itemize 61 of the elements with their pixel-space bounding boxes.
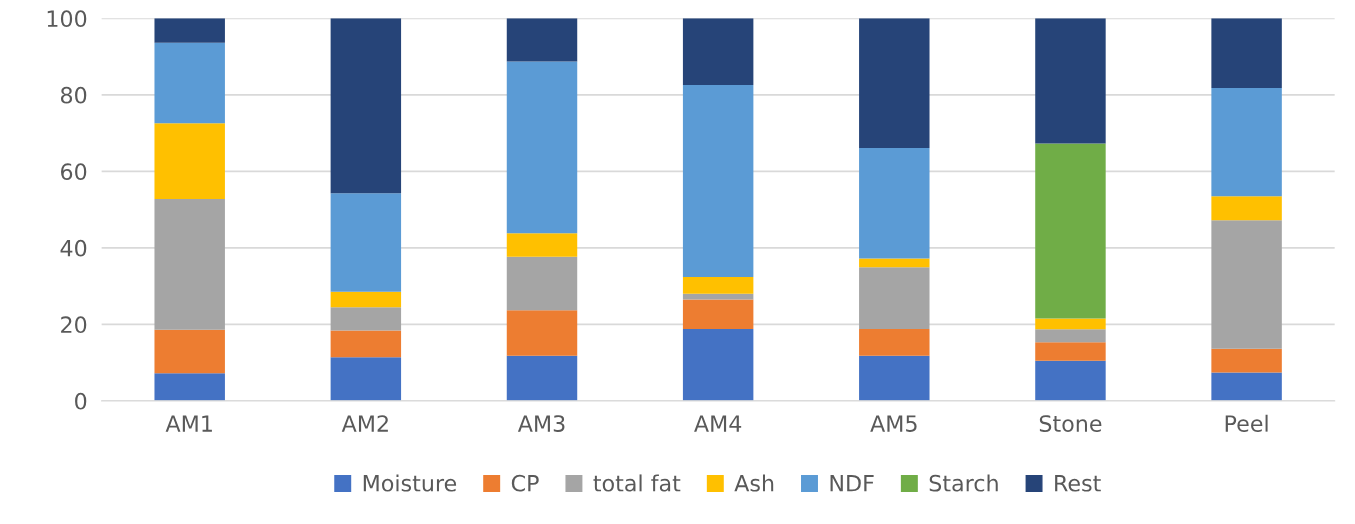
bar (1035, 318, 1106, 330)
x-tick-label: AM4 (694, 415, 742, 432)
bar (506, 256, 578, 311)
bar (506, 61, 578, 234)
bar (1211, 196, 1282, 221)
bar (154, 329, 225, 374)
bar (330, 357, 402, 401)
bar (1035, 329, 1106, 343)
y-tick-label: 100 (47, 10, 87, 28)
legend-label: NDF (830, 475, 874, 492)
legend-label: CP (511, 474, 539, 492)
bar (1211, 87, 1282, 197)
legend-label: Moisture (363, 474, 457, 492)
bar (859, 267, 930, 329)
legend-label: Rest (1055, 475, 1101, 492)
bar (682, 276, 754, 294)
bar (1035, 360, 1106, 401)
bar (682, 18, 754, 85)
bar (682, 328, 754, 401)
bar (330, 307, 402, 331)
bar (1035, 18, 1106, 144)
legend-label: Starch (929, 474, 998, 492)
bar (1211, 18, 1282, 88)
bar (859, 18, 930, 149)
x-tick-label: AM1 (165, 415, 212, 432)
bar (154, 123, 225, 199)
bar (330, 193, 402, 292)
bar (506, 18, 578, 62)
x-tick-label: Peel (1225, 414, 1268, 432)
y-tick-label: 80 (60, 86, 87, 104)
bar (682, 299, 754, 329)
bar (330, 291, 402, 308)
y-tick-label: 20 (61, 316, 87, 334)
bar (154, 42, 225, 124)
bar (330, 330, 402, 358)
bar (859, 258, 930, 268)
bar (506, 310, 578, 356)
x-tick-label: Stone (1039, 415, 1102, 432)
bar (154, 373, 225, 401)
x-tick-label: AM3 (517, 415, 565, 432)
bar (330, 18, 402, 194)
bar (1035, 342, 1106, 361)
bar (154, 198, 225, 330)
bar (506, 233, 578, 257)
bar (506, 355, 578, 401)
x-tick-label: AM2 (341, 415, 388, 432)
bar (1035, 143, 1106, 319)
x-tick-label: AM5 (870, 415, 917, 432)
bar (859, 328, 930, 356)
y-tick-label: 60 (61, 163, 87, 181)
bar (859, 355, 930, 401)
bar (682, 84, 754, 277)
bar (1211, 372, 1282, 401)
bar (859, 148, 930, 259)
y-tick-label: 40 (60, 239, 87, 257)
y-tick-label: 0 (75, 392, 87, 410)
bar (154, 18, 225, 43)
bar (1211, 220, 1282, 349)
bar (1211, 348, 1282, 373)
legend-label: Ash (734, 474, 774, 492)
legend-label: total fat (593, 474, 681, 492)
